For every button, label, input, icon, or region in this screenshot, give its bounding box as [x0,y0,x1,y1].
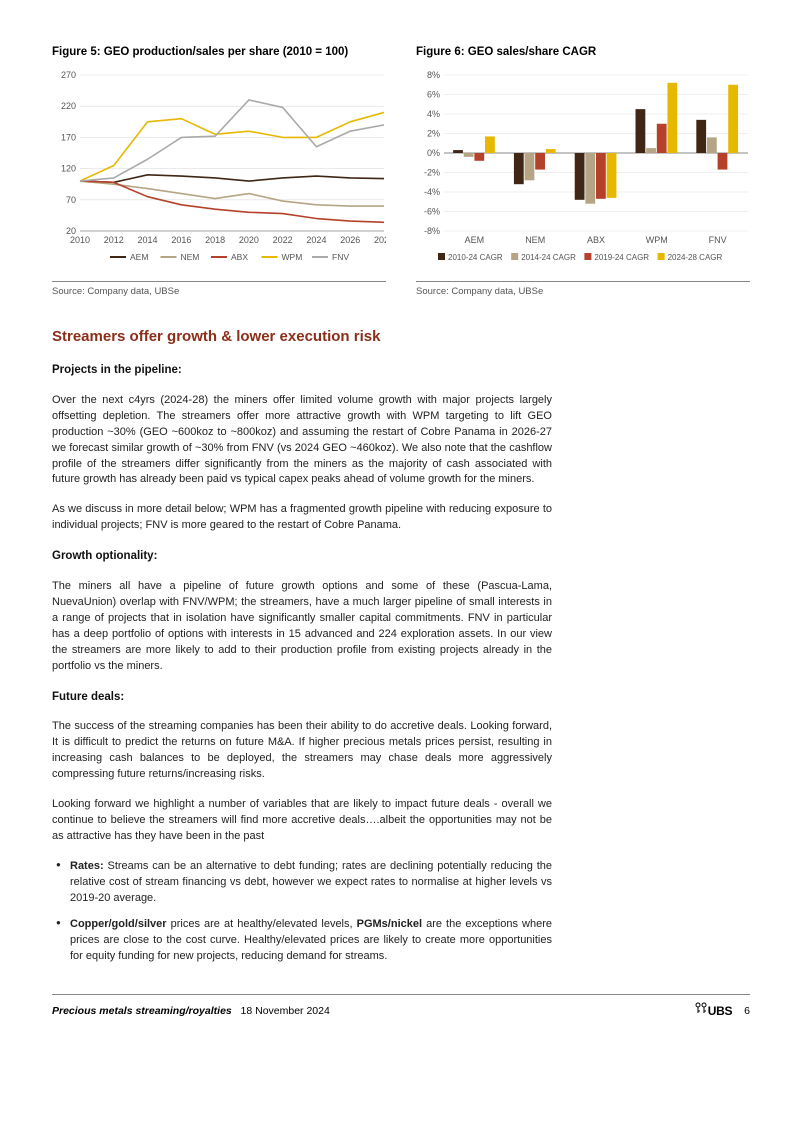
svg-text:4%: 4% [427,109,440,119]
svg-text:2018: 2018 [205,235,225,245]
svg-text:170: 170 [61,132,76,142]
svg-text:AEM: AEM [130,252,148,262]
figure-6-panel: Figure 6: GEO sales/share CAGR -8% -6% -4%… [416,44,750,298]
svg-text:-6%: -6% [424,206,440,216]
svg-text:70: 70 [66,194,76,204]
svg-text:ABX: ABX [587,235,605,245]
paragraph: The success of the streaming companies h… [52,719,552,783]
bullet-text: prices are at healthy/elevated levels, [167,918,357,930]
figure-5-panel: Figure 5: GEO production/sales per share… [52,44,386,298]
svg-text:-2%: -2% [424,167,440,177]
svg-text:2010: 2010 [70,235,90,245]
svg-text:270: 270 [61,70,76,80]
ubs-keys-icon [694,1001,708,1015]
svg-text:2022: 2022 [273,235,293,245]
footer-right: UBS 6 [694,1001,750,1020]
figure-5-title: Figure 5: GEO production/sales per share… [52,44,386,61]
list-item: Rates: Streams can be an alternative to … [52,859,552,907]
svg-text:WPM: WPM [646,235,668,245]
paragraph: Over the next c4yrs (2024-28) the miners… [52,393,552,489]
svg-text:120: 120 [61,163,76,173]
svg-text:ABX: ABX [231,252,248,262]
svg-text:2016: 2016 [171,235,191,245]
svg-text:WPM: WPM [282,252,303,262]
page-number: 6 [744,1004,750,1019]
svg-text:-8%: -8% [424,226,440,236]
svg-text:2024-28 CAGR: 2024-28 CAGR [668,253,723,262]
ubs-logo: UBS [694,1001,732,1020]
svg-text:2010-24 CAGR: 2010-24 CAGR [448,253,503,262]
svg-text:2019-24 CAGR: 2019-24 CAGR [594,253,649,262]
svg-text:2014: 2014 [138,235,158,245]
paragraph: The miners all have a pipeline of future… [52,579,552,675]
footer-date-value: 18 November 2024 [241,1005,330,1017]
bullet-list: Rates: Streams can be an alternative to … [52,859,552,965]
svg-text:2012: 2012 [104,235,124,245]
bullet-bold: Rates: [70,860,104,872]
figure-6-title: Figure 6: GEO sales/share CAGR [416,44,750,61]
svg-text:-4%: -4% [424,187,440,197]
svg-text:NEM: NEM [181,252,200,262]
figure-6-source: Source: Company data, UBSe [416,281,750,299]
bullet-text: Streams can be an alternative to debt fu… [70,860,552,904]
ubs-logo-text: UBS [708,1004,732,1018]
svg-text:0%: 0% [427,148,440,158]
svg-text:2024: 2024 [306,235,326,245]
list-item: Copper/gold/silver prices are at healthy… [52,917,552,965]
subheading-deals: Future deals: [52,689,750,706]
svg-text:2%: 2% [427,128,440,138]
svg-text:2026: 2026 [340,235,360,245]
subheading-growth: Growth optionality: [52,548,750,565]
svg-text:FNV: FNV [709,235,727,245]
svg-text:FNV: FNV [332,252,349,262]
bullet-bold: Copper/gold/silver [70,918,167,930]
svg-text:AEM: AEM [465,235,485,245]
svg-text:2028: 2028 [374,235,386,245]
svg-text:2014-24 CAGR: 2014-24 CAGR [521,253,576,262]
figure-6-chart: -8% -6% -4% -2% 0% 2% 4% 6% 8% AEM NEM ABX WPM FNV 201… [416,69,750,269]
svg-text:NEM: NEM [525,235,545,245]
svg-text:6%: 6% [427,89,440,99]
svg-text:220: 220 [61,101,76,111]
footer-report-title: Precious metals streaming/royalties [52,1005,232,1017]
bullet-bold: PGMs/nickel [357,918,422,930]
section-heading: Streamers offer growth & lower execution… [52,326,750,348]
figure-5-chart: 2070120170220270201020122014201620182020… [52,69,386,269]
footer-left: Precious metals streaming/royalties 18 N… [52,1004,330,1019]
subheading-pipeline: Projects in the pipeline: [52,362,750,379]
svg-text:2020: 2020 [239,235,259,245]
page-footer: Precious metals streaming/royalties 18 N… [52,994,750,1020]
svg-text:8%: 8% [427,70,440,80]
figure-5-source: Source: Company data, UBSe [52,281,386,299]
paragraph: Looking forward we highlight a number of… [52,797,552,845]
paragraph: As we discuss in more detail below; WPM … [52,502,552,534]
charts-row: Figure 5: GEO production/sales per share… [52,44,750,298]
